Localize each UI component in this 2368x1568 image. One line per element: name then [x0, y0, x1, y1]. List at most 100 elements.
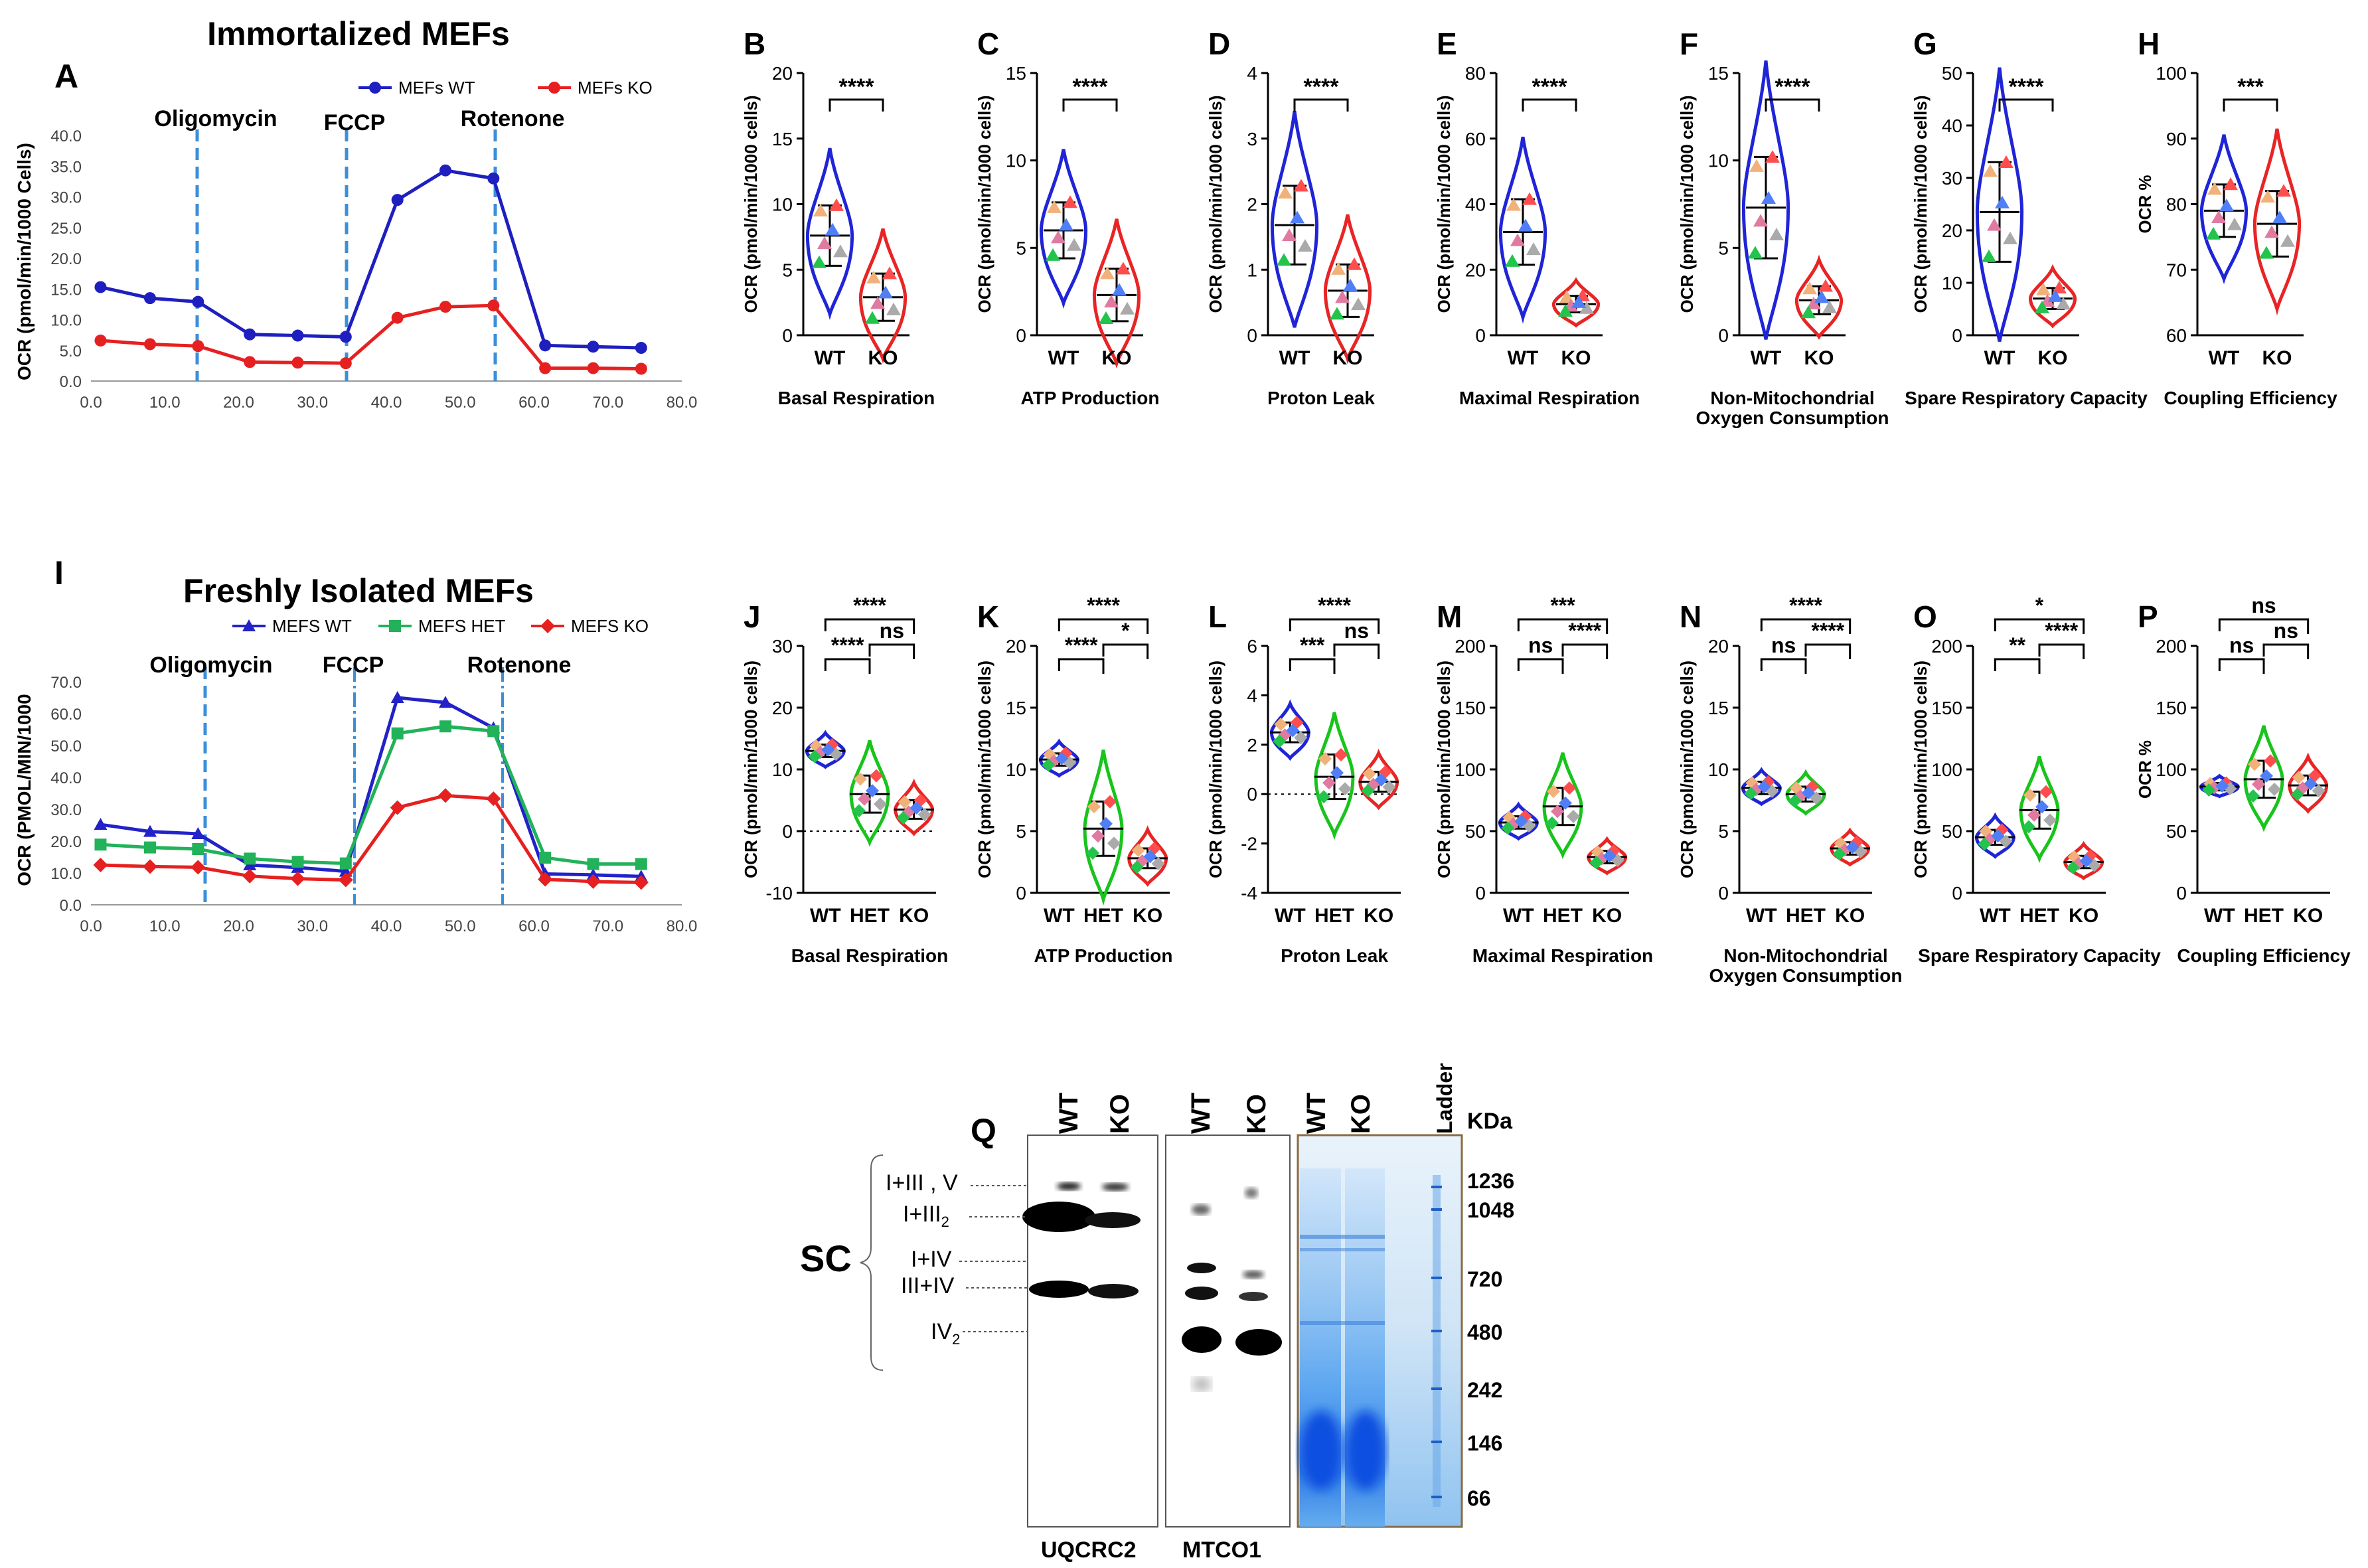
data-point — [94, 281, 107, 293]
panel-i-y-ticks: 0.0 10.0 20.0 30.0 40.0 50.0 60.0 70.0 — [50, 674, 82, 915]
y-tick-label: 40 — [1465, 195, 1486, 215]
sig-label: **** — [839, 74, 875, 100]
group-label-het: HET — [1543, 905, 1583, 927]
data-point — [1351, 297, 1366, 311]
sig-label: *** — [1300, 633, 1325, 657]
panel-letter: P — [2138, 599, 2158, 634]
kda-1236: 1236 — [1467, 1169, 1514, 1193]
panel-label: Proton Leak — [1267, 388, 1375, 408]
data-point — [339, 331, 352, 343]
data-point — [1518, 218, 1533, 232]
sig-bracket — [2038, 643, 2085, 659]
data-point — [2003, 231, 2017, 244]
sig-bracket — [1998, 98, 2054, 112]
rotenone-label: Rotenone — [461, 106, 565, 131]
y-tick-label: 4 — [1247, 63, 1257, 84]
group-label-wt: WT — [1503, 905, 1534, 927]
kda-1048: 1048 — [1467, 1198, 1514, 1222]
violin-het — [849, 740, 890, 847]
y-tick-label: 20 — [772, 698, 793, 718]
group-label-ko: KO — [2038, 347, 2068, 369]
data-point — [1338, 782, 1352, 796]
panel-letter: C — [977, 27, 999, 61]
data-point — [1846, 840, 1859, 854]
y-tick-label: 0 — [1475, 883, 1486, 903]
group-label-het: HET — [1314, 905, 1354, 927]
data-point — [94, 818, 108, 830]
panel-label-line2: Oxygen Consumption — [1709, 965, 1903, 986]
data-point — [1330, 766, 1344, 780]
panel-a-series — [94, 164, 647, 375]
y-tick-label: 0 — [1247, 325, 1257, 346]
data-point — [1810, 791, 1823, 805]
violin-ko — [2063, 840, 2104, 880]
data-point — [2312, 784, 2326, 798]
data-point — [2035, 300, 2049, 313]
sig-bracket — [1102, 643, 1149, 659]
violin-ko — [2252, 128, 2302, 316]
y-axis-label: OCR (pmol/min/1000 cells) — [741, 661, 761, 878]
y-tick-label: 50 — [1942, 63, 1962, 84]
y-tick-label: 10 — [772, 759, 793, 780]
kda-markers: 1236 1048 720 480 242 146 66 — [1467, 1169, 1514, 1510]
sig-label: **** — [1775, 74, 1811, 100]
data-point — [865, 311, 880, 324]
data-point — [2202, 783, 2216, 797]
data-point — [1802, 786, 1815, 800]
data-point — [635, 362, 647, 375]
data-point — [391, 727, 404, 740]
sig-bracket — [1517, 658, 1564, 674]
data-point — [1099, 817, 1113, 830]
data-point — [1151, 856, 1165, 870]
sig-bracket — [1058, 618, 1149, 634]
data-point — [633, 875, 649, 890]
sig-label: ns — [1344, 619, 1369, 643]
band-i-iii-v: I+III , V — [886, 1170, 958, 1196]
data-point — [487, 172, 500, 185]
y-axis-label: OCR (pmol/min/1000 cells) — [975, 661, 994, 878]
rotenone-label: Rotenone — [467, 653, 572, 678]
data-point — [2207, 182, 2222, 195]
group-label-ko: KO — [1133, 905, 1162, 927]
data-point — [886, 302, 901, 315]
y-tick-label: 10.0 — [50, 865, 82, 883]
y-tick-label: 2 — [1247, 195, 1257, 215]
legend-mefs-wt: MEFS WT — [272, 616, 352, 636]
panel-a-letter: A — [54, 58, 78, 95]
data-point — [290, 871, 305, 886]
group-label-wt: WT — [810, 905, 841, 927]
data-point — [1567, 809, 1580, 823]
data-point — [1273, 734, 1287, 748]
violin-ko — [1794, 254, 1844, 340]
sig-bracket — [829, 98, 884, 112]
data-point — [2260, 769, 2273, 783]
violin-ko — [858, 228, 908, 364]
data-point — [2022, 820, 2035, 834]
sig-label: **** — [1087, 593, 1120, 617]
data-point — [1769, 228, 1784, 241]
violin-wt — [1741, 60, 1790, 340]
data-point — [391, 311, 404, 324]
sig-label: **** — [1532, 74, 1568, 100]
band-i-iv: I+IV — [911, 1247, 952, 1272]
y-tick-label: 50 — [1465, 821, 1486, 842]
data-point — [587, 362, 599, 374]
data-point — [2264, 225, 2279, 238]
violin-wt — [1498, 801, 1539, 841]
data-point — [917, 807, 931, 821]
sig-bracket — [1760, 618, 1852, 634]
data-point — [854, 772, 867, 786]
data-point — [144, 338, 156, 351]
y-axis-label: OCR (pmol/min/1000 cells) — [1206, 96, 1225, 313]
group-label-het: HET — [2019, 905, 2059, 927]
y-tick-label: 0 — [1016, 325, 1026, 346]
data-point — [1802, 281, 1817, 295]
band-i-iii2: I+III2 — [903, 1202, 949, 1230]
data-point — [1982, 249, 1996, 262]
y-tick-label: 6 — [1247, 636, 1257, 657]
sig-label: ns — [2229, 633, 2254, 657]
data-point — [1294, 731, 1308, 745]
y-tick-label: 0 — [1952, 883, 1962, 903]
